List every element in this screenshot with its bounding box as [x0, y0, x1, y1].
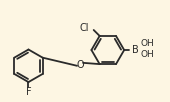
Text: Cl: Cl: [79, 23, 89, 33]
Text: B: B: [132, 45, 139, 55]
Text: OH: OH: [140, 39, 154, 48]
Text: F: F: [26, 87, 31, 97]
Text: O: O: [76, 60, 84, 70]
Text: OH: OH: [140, 50, 154, 59]
